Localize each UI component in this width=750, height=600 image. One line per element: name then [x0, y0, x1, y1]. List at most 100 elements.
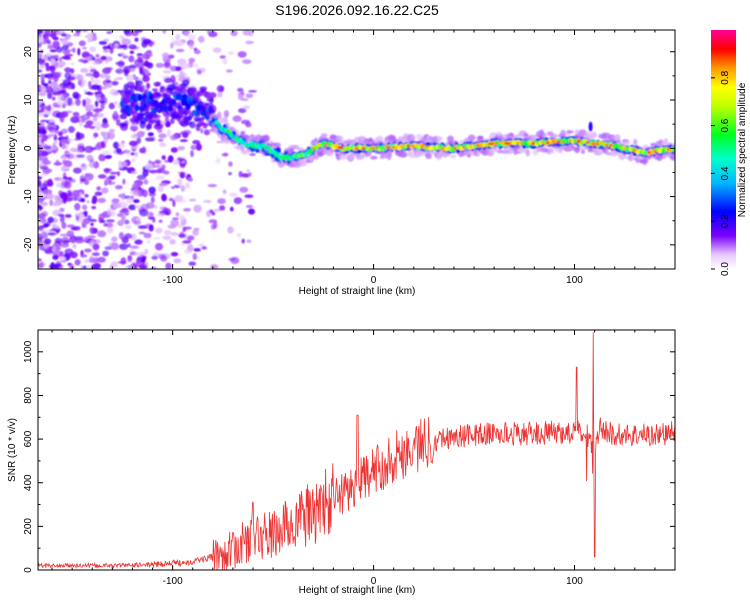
heatmap-cell [62, 79, 72, 87]
heatmap-cell [515, 134, 520, 138]
heatmap-cell [49, 199, 53, 207]
heatmap-cell [59, 207, 65, 213]
heatmap-cell [178, 87, 187, 95]
heatmap-cell [53, 161, 63, 166]
heatmap-cell [159, 142, 167, 148]
heatmap-cell [72, 244, 77, 249]
heatmap-cell [38, 237, 43, 244]
heatmap-cell [42, 86, 47, 94]
heatmap-cell [69, 147, 77, 153]
heatmap-cell [86, 235, 97, 239]
spectrogram-ylabel: Frequency (Hz) [7, 116, 18, 185]
heatmap-cell [208, 219, 218, 224]
heatmap-cell [41, 201, 48, 207]
heatmap-cell [542, 132, 547, 139]
heatmap-cell [168, 197, 174, 202]
heatmap-cell [148, 224, 154, 232]
heatmap-cell [127, 255, 133, 263]
chart-title: S196.2026.092.16.22.C25 [275, 2, 439, 18]
heatmap-cell [98, 153, 106, 162]
heatmap-cell [144, 261, 149, 266]
heatmap-cell [116, 119, 121, 126]
heatmap-cell [137, 225, 148, 229]
heatmap-cell [63, 181, 72, 189]
heatmap-cell [183, 63, 190, 69]
heatmap-cell [155, 81, 162, 87]
heatmap-cell [189, 198, 197, 202]
heatmap-cell [139, 147, 146, 154]
heatmap-cell [184, 31, 190, 37]
heatmap-cell [192, 229, 199, 236]
heatmap-cell [173, 258, 182, 264]
heatmap-cell [61, 44, 69, 51]
colorbar-gradient [711, 30, 736, 269]
heatmap-cell [111, 198, 120, 204]
heatmap-cell [375, 135, 384, 142]
heatmap-cell [73, 33, 81, 37]
heatmap-cell [210, 264, 219, 269]
heatmap-cell [64, 214, 72, 218]
heatmap-cell [136, 130, 145, 138]
heatmap-cell [536, 145, 543, 152]
heatmap-cell [436, 136, 443, 142]
heatmap-cell [91, 252, 100, 257]
heatmap-cell [164, 160, 170, 163]
heatmap-cell [240, 98, 249, 102]
heatmap-cell [119, 142, 125, 148]
heatmap-cell [228, 192, 238, 197]
heatmap-cell [188, 261, 197, 266]
heatmap-cell [47, 232, 56, 236]
heatmap-cell [105, 222, 114, 228]
heatmap-cell [38, 54, 41, 59]
heatmap-cell [53, 140, 58, 144]
heatmap-cell [192, 253, 197, 260]
ytick-label: -10 [23, 189, 34, 204]
heatmap-cell [78, 120, 83, 127]
heatmap-cell [670, 153, 675, 161]
heatmap-cell [215, 157, 221, 164]
heatmap-cell [47, 126, 55, 131]
heatmap-cell [38, 147, 42, 155]
heatmap-cell [335, 135, 344, 141]
heatmap-cell [38, 213, 46, 219]
heatmap-cell [106, 45, 111, 50]
heatmap-cell [144, 248, 149, 255]
heatmap-cell [104, 154, 112, 159]
heatmap-cell [119, 243, 128, 250]
heatmap-cell [613, 135, 620, 142]
heatmap-cell [246, 169, 250, 173]
heatmap-cell [47, 52, 52, 57]
heatmap-cell [223, 152, 228, 156]
heatmap-cell [38, 58, 45, 64]
heatmap-cell [113, 110, 118, 117]
heatmap-cell [71, 82, 75, 90]
heatmap-cell [207, 108, 216, 115]
heatmap-cell [59, 233, 69, 237]
heatmap-cell [114, 43, 119, 48]
heatmap-cell [161, 193, 167, 202]
heatmap-cell [109, 171, 119, 175]
heatmap-cell [52, 142, 56, 147]
heatmap-cell [167, 224, 177, 229]
heatmap-cell [75, 238, 84, 244]
heatmap-cell [200, 116, 206, 120]
heatmap-cell [86, 177, 90, 181]
heatmap-cell [107, 227, 114, 234]
heatmap-cell [83, 236, 88, 241]
heatmap-cell [78, 199, 83, 202]
heatmap-cell [292, 144, 300, 150]
heatmap-cell [248, 90, 258, 93]
heatmap-cell [162, 30, 167, 34]
heatmap-cell [52, 40, 60, 48]
heatmap-cell [52, 254, 59, 260]
heatmap-cell [88, 125, 96, 129]
heatmap-cell [190, 144, 197, 151]
heatmap-cell [74, 259, 81, 266]
heatmap-cell [154, 159, 161, 164]
heatmap-cell [147, 132, 154, 137]
heatmap-cell [209, 97, 214, 104]
heatmap-cell [203, 123, 210, 127]
heatmap-cell [164, 229, 172, 236]
heatmap-cell [45, 65, 51, 72]
